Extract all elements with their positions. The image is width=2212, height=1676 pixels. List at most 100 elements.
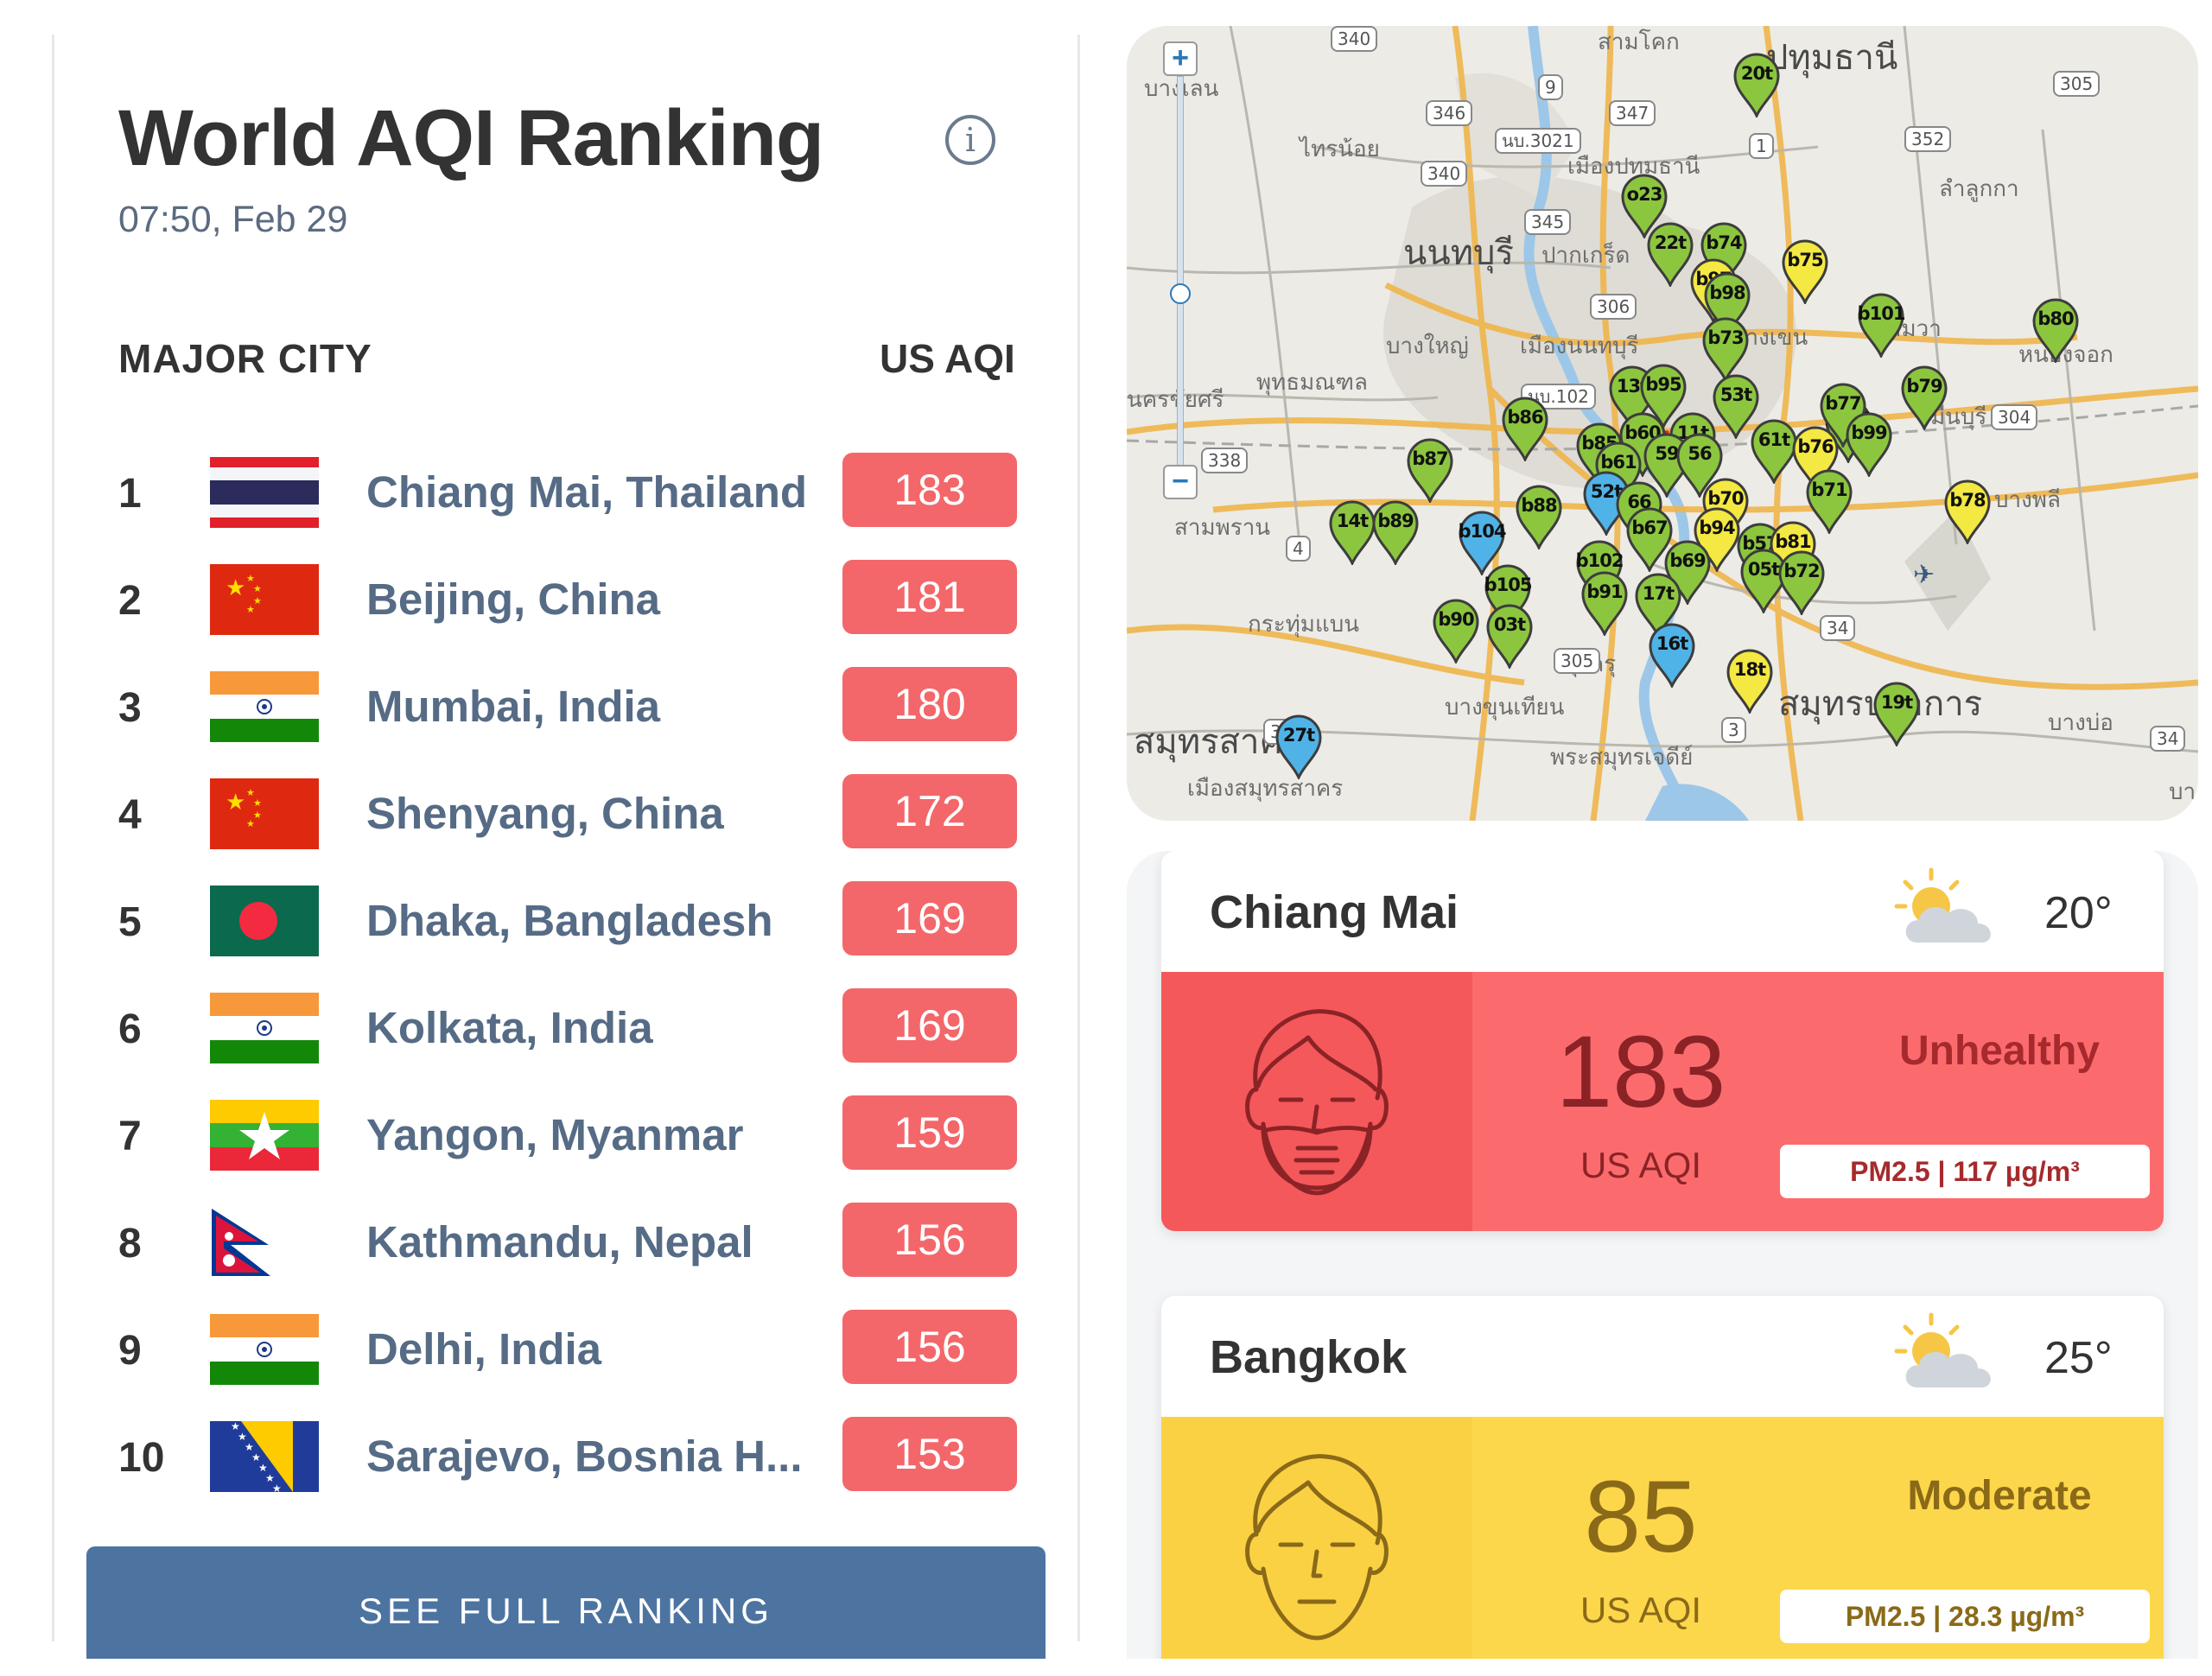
ranking-row[interactable]: 8 Kathmandu, Nepal 156 (118, 1203, 1017, 1280)
marker-label: 03t (1493, 614, 1526, 635)
aqi-station-marker[interactable]: b72 (1777, 549, 1827, 615)
ranking-row[interactable]: 7 Yangon, Myanmar 159 (118, 1095, 1017, 1173)
aqi-station-marker[interactable]: b88 (1514, 484, 1564, 549)
city-link[interactable]: Sarajevo, Bosnia H... (366, 1432, 803, 1481)
zoom-out-button[interactable]: − (1163, 465, 1198, 499)
marker-label: b71 (1811, 479, 1847, 500)
ranking-row[interactable]: 6 Kolkata, India 169 (118, 988, 1017, 1066)
aqi-station-marker[interactable]: b86 (1500, 396, 1550, 461)
rank-number: 6 (118, 1006, 142, 1052)
aqi-station-marker[interactable]: b105 (1483, 563, 1533, 629)
aqi-station-marker[interactable]: b91 (1580, 570, 1630, 636)
zoom-control[interactable]: + − (1163, 41, 1198, 499)
aqi-station-marker[interactable]: b101 (1856, 292, 1906, 358)
ranking-row[interactable]: 9 Delhi, India 156 (118, 1310, 1017, 1387)
road-number: 3 (1721, 717, 1746, 743)
city-link[interactable]: Kathmandu, Nepal (366, 1217, 753, 1267)
aqi-station-marker[interactable]: 20t (1732, 52, 1782, 117)
aqi-station-marker[interactable]: 27t (1274, 714, 1324, 779)
map-label: กระทุ่มแบน (1248, 612, 1359, 638)
aqi-station-marker[interactable]: b94 (1692, 506, 1742, 572)
aqi-station-marker[interactable]: b78 (1942, 479, 1993, 544)
aqi-station-marker[interactable]: b74 (1699, 221, 1749, 287)
map-label: สามพราน (1174, 515, 1271, 541)
zoom-slider[interactable] (1177, 76, 1184, 473)
aqi-station-marker[interactable]: b75 (1780, 238, 1830, 304)
aqi-station-marker[interactable]: b73 (1700, 316, 1751, 382)
svg-text:★: ★ (231, 1421, 240, 1432)
city-link[interactable]: Kolkata, India (366, 1003, 653, 1052)
aqi-map[interactable]: สามโคก ปทุมธานี บางเลน ไทรน้อย เมืองปทุม… (1127, 26, 2198, 821)
city-link[interactable]: Mumbai, India (366, 682, 661, 731)
rank-number: 10 (118, 1435, 165, 1481)
aqi-station-marker[interactable]: b79 (1899, 365, 1949, 430)
rank-number: 9 (118, 1328, 142, 1374)
map-label: บางใหญ่ (1386, 333, 1469, 359)
svg-text:★: ★ (253, 797, 262, 809)
ranking-row[interactable]: 10 ★ ★ ★ ★ ★ ★ ★ Sarajevo, Bosnia H... 153 (118, 1417, 1017, 1495)
card-city-name: Bangkok (1210, 1331, 1408, 1383)
ranking-row[interactable]: 2 ★ ★ ★ ★ ★ Beijing, China 181 (118, 560, 1017, 638)
city-link[interactable]: Yangon, Myanmar (366, 1110, 744, 1159)
aqi-station-marker[interactable]: b80 (2031, 297, 2081, 363)
city-link[interactable]: Dhaka, Bangladesh (366, 896, 773, 945)
aqi-station-marker[interactable]: 22t (1645, 221, 1695, 287)
marker-label: 05t (1747, 559, 1780, 580)
aqi-station-marker[interactable]: 18t (1725, 648, 1775, 714)
aqi-level: Unhealthy (1898, 1028, 2101, 1074)
map-label: บางบ่อ (2048, 710, 2113, 736)
aqi-station-marker[interactable]: 19t (1872, 681, 1922, 746)
info-icon[interactable]: i (945, 115, 995, 165)
city-link[interactable]: Chiang Mai, Thailand (366, 467, 808, 517)
marker-label: b61 (1600, 452, 1637, 473)
marker-label: 61t (1758, 429, 1790, 450)
aqi-station-marker[interactable]: 56 (1675, 432, 1725, 498)
aqi-station-marker[interactable]: 16t (1647, 622, 1697, 688)
marker-label: b95 (1645, 374, 1681, 395)
city-aqi-card[interactable]: Chiang Mai 20° 183 US AQI Unhealthy PM2.… (1161, 851, 2164, 1231)
aqi-station-marker[interactable]: b89 (1370, 499, 1421, 565)
aqi-station-marker[interactable]: b71 (1804, 468, 1854, 534)
ranking-row[interactable]: 5 Dhaka, Bangladesh 169 (118, 881, 1017, 959)
aqi-station-marker[interactable]: 17t (1633, 572, 1683, 638)
aqi-station-marker[interactable]: 03t (1484, 603, 1535, 669)
aqi-station-marker[interactable]: 61t (1749, 418, 1799, 484)
aqi-station-marker[interactable]: 14t (1327, 499, 1377, 565)
marker-label: b81 (1775, 531, 1811, 552)
temperature: 20° (2044, 888, 2113, 938)
divider (52, 35, 54, 1641)
city-link[interactable]: Beijing, China (366, 575, 661, 624)
aqi-station-marker[interactable]: 53t (1711, 373, 1761, 439)
city-link[interactable]: Shenyang, China (366, 789, 724, 838)
road-number: 346 (1426, 100, 1473, 126)
aqi-station-marker[interactable]: b87 (1405, 437, 1455, 503)
partly-cloudy-icon (1891, 863, 2004, 949)
aqi-station-marker[interactable]: o23 (1619, 173, 1669, 238)
flag-icon (210, 886, 319, 956)
zoom-in-button[interactable]: + (1163, 41, 1198, 76)
city-aqi-card[interactable]: Bangkok 25° 85 US AQI Moderate PM2.5 | 2… (1161, 1296, 2164, 1659)
ranking-row[interactable]: 3 Mumbai, India 180 (118, 667, 1017, 745)
see-full-ranking-button[interactable]: SEE FULL RANKING (86, 1546, 1046, 1659)
aqi-station-marker[interactable]: b98 (1702, 271, 1752, 337)
aqi-badge: 172 (842, 774, 1017, 848)
temperature: 25° (2044, 1333, 2113, 1383)
aqi-station-marker[interactable]: b67 (1624, 506, 1675, 572)
ranking-row[interactable]: 4 ★ ★ ★ ★ ★ Shenyang, China 172 (118, 774, 1017, 852)
zoom-slider-handle[interactable] (1170, 283, 1191, 304)
road-number: 304 (1991, 404, 2038, 430)
rank-number: 2 (118, 578, 142, 624)
aqi-station-marker[interactable]: b99 (1844, 411, 1894, 477)
svg-text:★: ★ (253, 809, 262, 821)
city-link[interactable]: Delhi, India (366, 1324, 602, 1374)
aqi-station-marker[interactable]: b69 (1662, 539, 1713, 605)
flag-icon (210, 457, 319, 528)
ranking-row[interactable]: 1 Chiang Mai, Thailand 183 (118, 453, 1017, 530)
marker-label: 16t (1656, 633, 1688, 654)
aqi-badge: 180 (842, 667, 1017, 741)
road-number: 347 (1609, 100, 1656, 126)
aqi-station-marker[interactable]: b104 (1457, 510, 1507, 575)
aqi-station-marker[interactable]: b95 (1638, 363, 1688, 429)
aqi-station-marker[interactable]: b90 (1431, 598, 1481, 663)
aqi-station-marker[interactable]: b76 (1790, 425, 1840, 491)
